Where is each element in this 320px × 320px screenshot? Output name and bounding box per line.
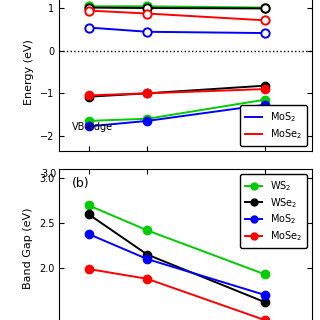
Legend: MoS$_2$, MoSe$_2$: MoS$_2$, MoSe$_2$ [240,106,307,146]
Text: VB-edge: VB-edge [72,122,113,132]
Y-axis label: Energy (eV): Energy (eV) [24,39,35,105]
Text: (b): (b) [72,177,90,190]
Y-axis label: Band Gap (eV): Band Gap (eV) [23,207,33,289]
Text: 3.0: 3.0 [41,169,57,180]
Legend: WS$_2$, WSe$_2$, MoS$_2$, MoSe$_2$: WS$_2$, WSe$_2$, MoS$_2$, MoSe$_2$ [240,174,307,248]
